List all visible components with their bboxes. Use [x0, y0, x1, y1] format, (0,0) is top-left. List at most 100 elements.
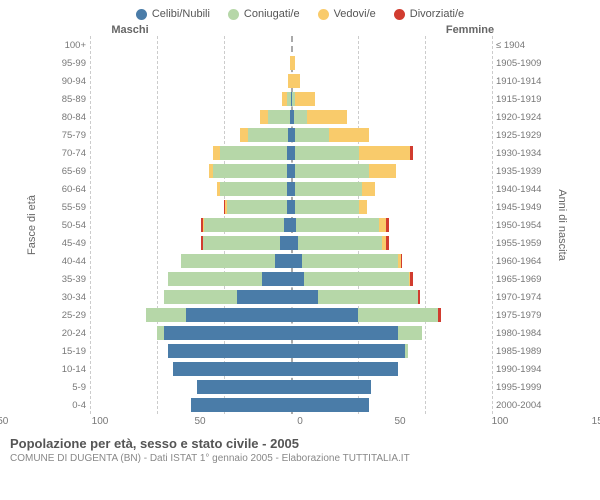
bar-segment — [260, 110, 268, 124]
birth-label: 1985-1989 — [492, 346, 544, 357]
legend-label: Divorziati/e — [410, 8, 464, 20]
bar-segment — [291, 398, 369, 412]
bar-segment — [296, 218, 379, 232]
age-label: 60-64 — [56, 184, 90, 195]
bar-segment — [359, 200, 367, 214]
x-tick: 150 — [592, 416, 600, 427]
bar-zone — [90, 126, 492, 144]
age-row: 75-791925-1929 — [56, 126, 544, 144]
legend-label: Coniugati/e — [244, 8, 300, 20]
bar-zone — [90, 144, 492, 162]
age-row: 90-94 1910-1914 — [56, 72, 544, 90]
birth-label: 1915-1919 — [492, 94, 544, 105]
male-bar — [90, 162, 291, 180]
age-row: 80-841920-1924 — [56, 108, 544, 126]
bar-zone — [90, 396, 492, 414]
bar-segment — [240, 128, 248, 142]
bar-segment — [298, 236, 382, 250]
male-bar — [90, 324, 291, 342]
chart-footer: Popolazione per età, sesso e stato civil… — [0, 430, 600, 464]
birth-label: 1940-1944 — [492, 184, 544, 195]
male-bar — [90, 144, 291, 162]
female-bar — [291, 342, 492, 360]
bar-segment — [405, 344, 408, 358]
bar-segment — [213, 164, 287, 178]
age-label: 30-34 — [56, 292, 90, 303]
age-label: 45-49 — [56, 238, 90, 249]
birth-label: 1990-1994 — [492, 364, 544, 375]
bar-segment — [186, 308, 291, 322]
bar-segment — [164, 290, 238, 304]
bar-segment — [295, 92, 315, 106]
birth-label: 1935-1939 — [492, 166, 544, 177]
birth-label: 1925-1929 — [492, 130, 544, 141]
age-row: 95-991905-1909 — [56, 54, 544, 72]
legend: Celibi/NubiliConiugati/eVedovi/eDivorzia… — [0, 0, 600, 24]
bar-segment — [291, 254, 302, 268]
female-bar — [291, 288, 492, 306]
pyramid-rows: 100+≤ 190495-991905-190990-941910-191485… — [56, 36, 544, 414]
age-row: 50-541950-1954 — [56, 216, 544, 234]
age-row: 35-391965-1969 — [56, 270, 544, 288]
bar-zone — [90, 288, 492, 306]
bar-zone — [90, 216, 492, 234]
female-bar — [291, 180, 492, 198]
bar-segment — [168, 272, 262, 286]
age-label: 80-84 — [56, 112, 90, 123]
bar-segment — [307, 110, 347, 124]
age-label: 85-89 — [56, 94, 90, 105]
bar-segment — [280, 236, 291, 250]
bar-segment — [398, 326, 422, 340]
bar-segment — [204, 218, 284, 232]
birth-label: 1970-1974 — [492, 292, 544, 303]
male-bar — [90, 36, 291, 54]
bar-segment — [284, 218, 291, 232]
birth-label: 1910-1914 — [492, 76, 544, 87]
female-bar — [291, 36, 492, 54]
bar-zone — [90, 36, 492, 54]
age-row: 20-241980-1984 — [56, 324, 544, 342]
bar-segment — [358, 308, 438, 322]
bar-segment — [295, 182, 362, 196]
bar-zone — [90, 270, 492, 288]
birth-label: ≤ 1904 — [492, 40, 544, 51]
female-bar — [291, 360, 492, 378]
bar-segment — [291, 326, 398, 340]
age-row: 25-291975-1979 — [56, 306, 544, 324]
bar-segment — [359, 146, 410, 160]
birth-label: 1955-1959 — [492, 238, 544, 249]
age-label: 0-4 — [56, 400, 90, 411]
age-row: 5-91995-1999 — [56, 378, 544, 396]
birth-label: 1980-1984 — [492, 328, 544, 339]
bar-segment — [248, 128, 288, 142]
female-bar — [291, 396, 492, 414]
x-tick: 150 — [0, 416, 8, 427]
bar-segment — [268, 110, 289, 124]
bar-segment — [237, 290, 291, 304]
bar-zone — [90, 360, 492, 378]
legend-item: Celibi/Nubili — [136, 8, 210, 20]
male-bar — [90, 90, 291, 108]
male-bar — [90, 270, 291, 288]
x-tick: 100 — [492, 416, 509, 427]
male-bar — [90, 126, 291, 144]
female-bar — [291, 90, 492, 108]
male-bar — [90, 72, 291, 90]
bar-segment — [227, 200, 287, 214]
bar-segment — [302, 254, 398, 268]
female-bar — [291, 306, 492, 324]
female-bar — [291, 108, 492, 126]
bar-segment — [295, 164, 369, 178]
birth-label: 1945-1949 — [492, 202, 544, 213]
bar-segment — [410, 272, 413, 286]
age-label: 90-94 — [56, 76, 90, 87]
female-bar — [291, 126, 492, 144]
bar-segment — [213, 146, 220, 160]
age-row: 10-141990-1994 — [56, 360, 544, 378]
bar-segment — [146, 308, 186, 322]
gender-headers: Maschi Femmine — [0, 24, 600, 36]
bar-segment — [262, 272, 291, 286]
bar-segment — [295, 128, 328, 142]
birth-label: 1930-1934 — [492, 148, 544, 159]
age-label: 5-9 — [56, 382, 90, 393]
